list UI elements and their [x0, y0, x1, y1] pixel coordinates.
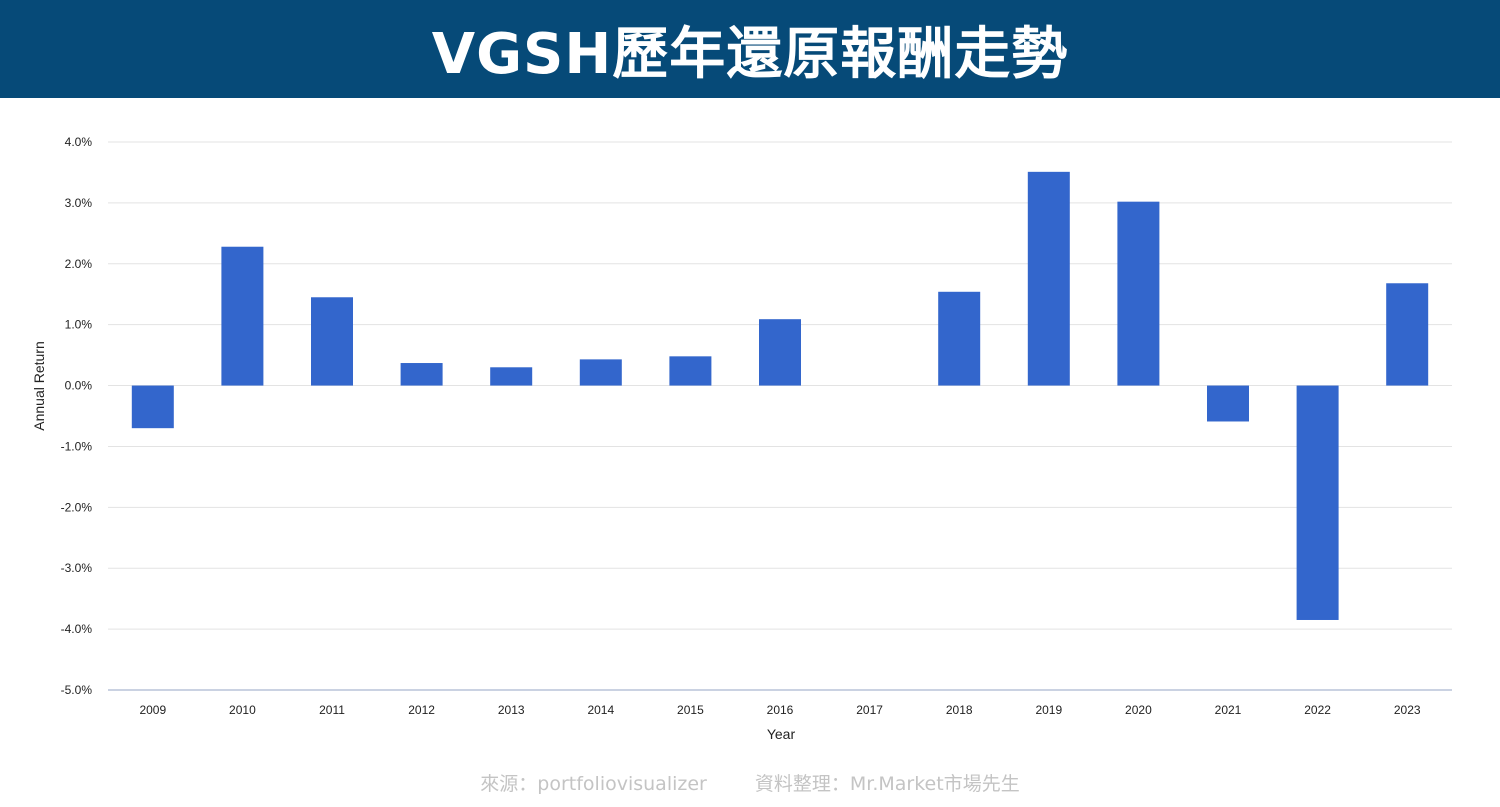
y-tick-label: -1.0%: [61, 439, 93, 453]
x-tick-label: 2021: [1215, 703, 1242, 717]
bar-2010: [221, 246, 264, 386]
x-tick-label: 2016: [767, 703, 794, 717]
y-tick-label: -4.0%: [61, 622, 93, 636]
x-tick-label: 2014: [587, 703, 614, 717]
y-tick-label: 4.0%: [65, 135, 93, 149]
bar-2013: [490, 367, 533, 386]
y-tick-label: 1.0%: [65, 318, 93, 332]
y-tick-label: -5.0%: [61, 683, 93, 697]
x-tick-label: 2022: [1304, 703, 1331, 717]
x-tick-label: 2013: [498, 703, 525, 717]
x-tick-label: 2017: [856, 703, 883, 717]
x-axis-ticks: 2009 2010 2011 2012 2013 2014 2015 2016 2017 2018…: [139, 703, 1420, 717]
x-tick-label: 2015: [677, 703, 704, 717]
footer-credits: 來源：portfoliovisualizer 資料整理：Mr.Market市場先…: [0, 766, 1500, 798]
bar-2016: [759, 319, 801, 386]
x-tick-label: 2009: [139, 703, 166, 717]
compiled-by-credit: 資料整理：Mr.Market市場先生: [754, 772, 1020, 795]
bar-2021: [1207, 385, 1249, 422]
bar-2014: [579, 359, 622, 386]
bar-2018: [938, 291, 981, 386]
x-tick-label: 2012: [408, 703, 435, 717]
bar-2011: [311, 297, 353, 386]
y-axis-ticks: 4.0% 3.0% 2.0% 1.0% 0.0% -1.0% -2.0% -3.0% -4.0%…: [61, 135, 93, 697]
source-credit: 來源：portfoliovisualizer: [480, 772, 707, 795]
x-tick-label: 2020: [1125, 703, 1152, 717]
bar-2015: [669, 356, 712, 386]
x-tick-label: 2010: [229, 703, 256, 717]
bar-2022: [1296, 385, 1339, 620]
gridlines: [108, 141, 1452, 691]
x-tick-label: 2023: [1394, 703, 1421, 717]
bars: [131, 171, 1429, 620]
bar-2023: [1386, 283, 1429, 386]
bar-2009: [131, 385, 174, 429]
title-banner: VGSH歷年還原報酬走勢: [0, 0, 1500, 98]
y-tick-label: 2.0%: [65, 257, 93, 271]
x-tick-label: 2011: [319, 703, 345, 717]
y-tick-label: 3.0%: [65, 196, 93, 210]
page-title: VGSH歷年還原報酬走勢: [431, 21, 1069, 87]
y-tick-label: 0.0%: [65, 379, 93, 393]
y-tick-label: -3.0%: [61, 561, 93, 575]
y-axis-label: Annual Return: [31, 341, 47, 431]
bar-2019: [1027, 171, 1070, 386]
y-tick-label: -2.0%: [61, 500, 93, 514]
bar-2020: [1117, 201, 1160, 386]
x-tick-label: 2019: [1035, 703, 1062, 717]
annual-return-bar-chart: 4.0% 3.0% 2.0% 1.0% 0.0% -1.0% -2.0% -3.0% -4.0%…: [31, 135, 1452, 742]
x-axis-label: Year: [767, 726, 796, 742]
x-tick-label: 2018: [946, 703, 973, 717]
bar-2012: [400, 363, 443, 386]
